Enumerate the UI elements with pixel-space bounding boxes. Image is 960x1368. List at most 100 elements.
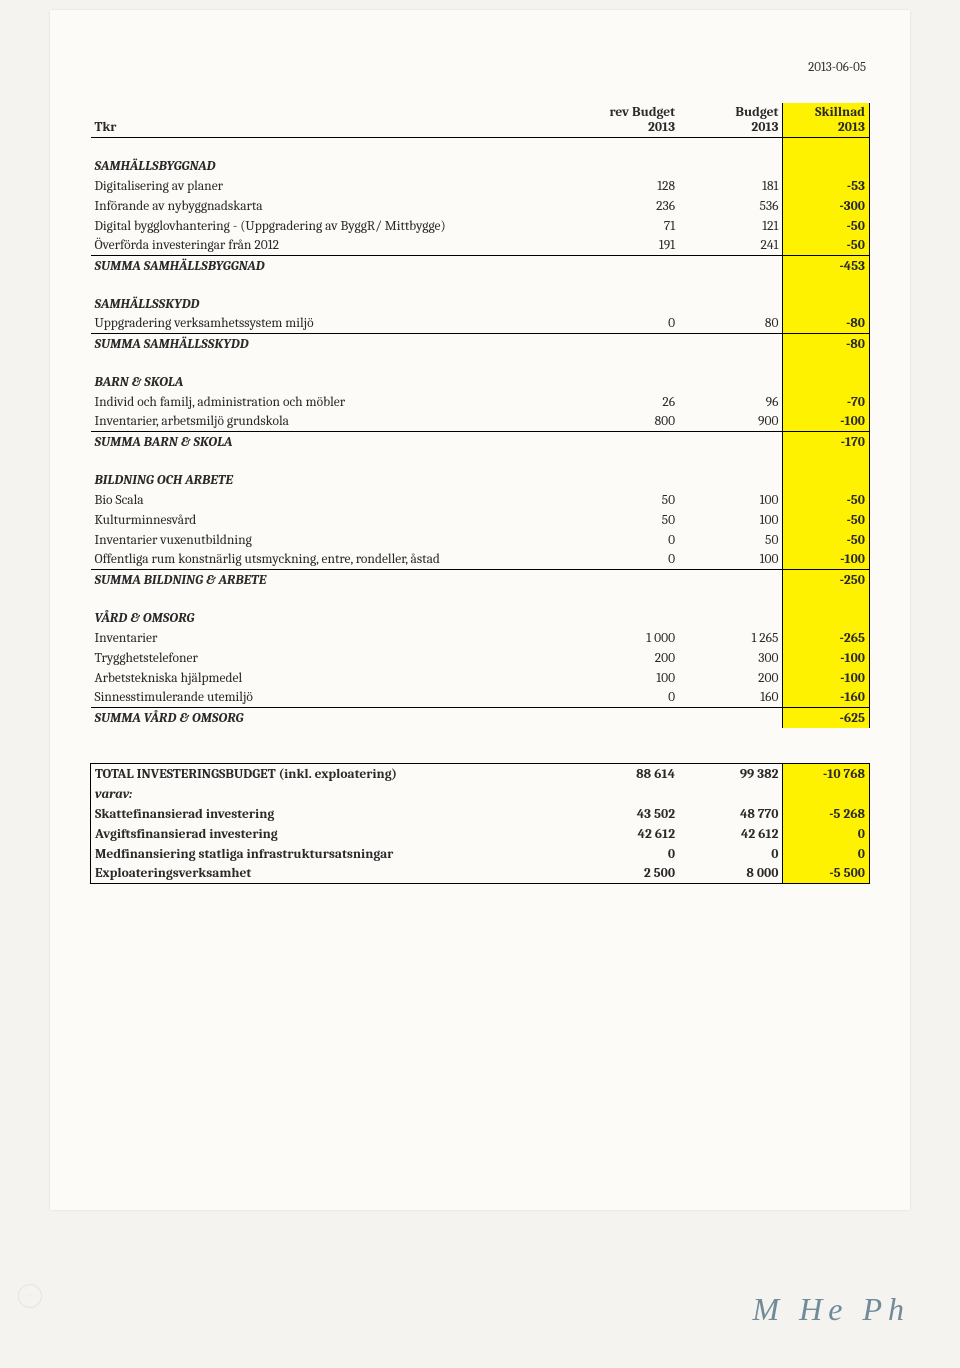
row-label: Kulturminnesvård — [91, 510, 576, 530]
summa-diff: -170 — [783, 432, 870, 452]
row-label: Inventarier — [91, 628, 576, 648]
totals-row-label: Exploateringsverksamhet — [91, 864, 576, 884]
totals-row-rev: 2 500 — [575, 864, 679, 884]
totals-row-rev: 43 502 — [575, 804, 679, 824]
row-label: Överförda investeringar från 2012 — [91, 236, 576, 256]
row-label: Trygghetstelefoner — [91, 648, 576, 668]
header-budget: Budget2013 — [679, 103, 783, 138]
row-rev: 236 — [575, 196, 679, 216]
row-diff: -50 — [783, 530, 870, 550]
header-rev: rev Budget2013 — [575, 103, 679, 138]
row-budget: 50 — [679, 530, 783, 550]
row-budget: 100 — [679, 510, 783, 530]
summa-label: SUMMA BARN & SKOLA — [91, 432, 576, 452]
summa-diff: -250 — [783, 570, 870, 590]
header-tkr: Tkr — [91, 103, 576, 138]
row-diff: -300 — [783, 196, 870, 216]
row-rev: 800 — [575, 412, 679, 432]
totals-budget: 99 382 — [679, 764, 783, 784]
row-rev: 50 — [575, 490, 679, 510]
row-rev: 100 — [575, 668, 679, 688]
signatures: M He Ph — [752, 1291, 910, 1328]
summa-diff: -625 — [783, 708, 870, 728]
row-diff: -160 — [783, 688, 870, 708]
section-title: BILDNING OCH ARBETE — [91, 470, 576, 490]
row-label: Uppgradering verksamhetssystem miljö — [91, 314, 576, 334]
row-budget: 181 — [679, 176, 783, 196]
totals-row-budget: 42 612 — [679, 824, 783, 844]
totals-row-budget: 48 770 — [679, 804, 783, 824]
totals-diff: -10 768 — [783, 764, 870, 784]
hole-punch-mark: · — [18, 1284, 42, 1308]
totals-title: TOTAL INVESTERINGSBUDGET (inkl. exploate… — [91, 764, 576, 784]
row-diff: -70 — [783, 392, 870, 412]
row-label: Bio Scala — [91, 490, 576, 510]
row-label: Offentliga rum konstnärlig utsmyckning, … — [91, 550, 576, 570]
row-label: Sinnesstimulerande utemiljö — [91, 688, 576, 708]
row-diff: -50 — [783, 490, 870, 510]
summa-label: SUMMA BILDNING & ARBETE — [91, 570, 576, 590]
row-budget: 241 — [679, 236, 783, 256]
row-rev: 0 — [575, 530, 679, 550]
row-budget: 536 — [679, 196, 783, 216]
row-budget: 1 265 — [679, 628, 783, 648]
row-diff: -50 — [783, 510, 870, 530]
row-diff: -80 — [783, 314, 870, 334]
row-budget: 100 — [679, 550, 783, 570]
row-budget: 96 — [679, 392, 783, 412]
row-budget: 160 — [679, 688, 783, 708]
totals-row-label: Skattefinansierad investering — [91, 804, 576, 824]
row-rev: 200 — [575, 648, 679, 668]
section-title: SAMHÄLLSBYGGNAD — [91, 156, 576, 176]
row-label: Digitalisering av planer — [91, 176, 576, 196]
document-page: 2013-06-05 Tkrrev Budget2013Budget2013Sk… — [50, 10, 910, 1210]
row-rev: 128 — [575, 176, 679, 196]
row-diff: -53 — [783, 176, 870, 196]
row-budget: 300 — [679, 648, 783, 668]
row-diff: -100 — [783, 550, 870, 570]
document-date: 2013-06-05 — [90, 60, 870, 75]
row-diff: -100 — [783, 668, 870, 688]
row-rev: 71 — [575, 216, 679, 236]
row-label: Digital bygglovhantering - (Uppgradering… — [91, 216, 576, 236]
row-label: Inventarier, arbetsmiljö grundskola — [91, 412, 576, 432]
totals-row-diff: -5 500 — [783, 864, 870, 884]
row-rev: 50 — [575, 510, 679, 530]
row-rev: 0 — [575, 688, 679, 708]
totals-varav: varav: — [91, 784, 576, 804]
summa-label: SUMMA VÅRD & OMSORG — [91, 708, 576, 728]
totals-row-rev: 0 — [575, 844, 679, 864]
row-diff: -50 — [783, 236, 870, 256]
totals-row-label: Medfinansiering statliga infrastruktursa… — [91, 844, 576, 864]
section-title: VÅRD & OMSORG — [91, 608, 576, 628]
summa-label: SUMMA SAMHÄLLSBYGGNAD — [91, 256, 576, 276]
row-budget: 200 — [679, 668, 783, 688]
totals-row-budget: 0 — [679, 844, 783, 864]
summa-label: SUMMA SAMHÄLLSSKYDD — [91, 334, 576, 354]
totals-row-budget: 8 000 — [679, 864, 783, 884]
totals-row-diff: 0 — [783, 844, 870, 864]
row-rev: 1 000 — [575, 628, 679, 648]
row-rev: 191 — [575, 236, 679, 256]
budget-table: Tkrrev Budget2013Budget2013Skillnad2013 S… — [90, 103, 870, 884]
row-rev: 26 — [575, 392, 679, 412]
row-budget: 100 — [679, 490, 783, 510]
totals-row-diff: -5 268 — [783, 804, 870, 824]
header-skillnad: Skillnad2013 — [783, 103, 870, 138]
row-diff: -265 — [783, 628, 870, 648]
section-title: BARN & SKOLA — [91, 372, 576, 392]
row-label: Inventarier vuxenutbildning — [91, 530, 576, 550]
row-label: Individ och familj, administration och m… — [91, 392, 576, 412]
row-label: Införande av nybyggnadskarta — [91, 196, 576, 216]
totals-row-label: Avgiftsfinansierad investering — [91, 824, 576, 844]
row-rev: 0 — [575, 314, 679, 334]
row-budget: 900 — [679, 412, 783, 432]
row-budget: 121 — [679, 216, 783, 236]
row-rev: 0 — [575, 550, 679, 570]
section-title: SAMHÄLLSSKYDD — [91, 294, 576, 314]
totals-row-rev: 42 612 — [575, 824, 679, 844]
row-budget: 80 — [679, 314, 783, 334]
totals-rev: 88 614 — [575, 764, 679, 784]
row-diff: -100 — [783, 648, 870, 668]
summa-diff: -453 — [783, 256, 870, 276]
